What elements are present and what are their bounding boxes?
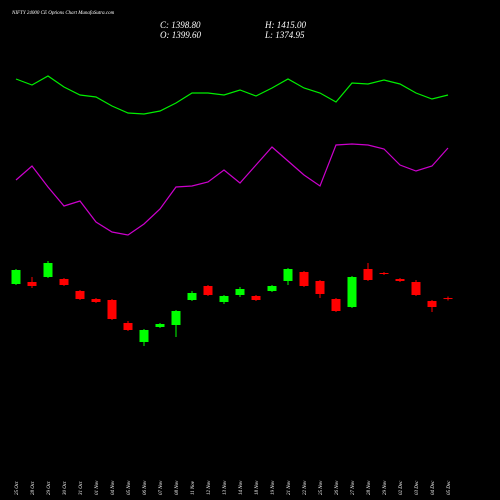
- candle-body: [219, 296, 229, 302]
- indicator-line: [15, 75, 449, 115]
- x-tick-label: 08 Nov: [175, 480, 180, 495]
- x-tick-label: 02 Dec: [399, 480, 404, 495]
- x-tick-label: 25 Nov: [319, 480, 324, 495]
- indicator-line: [15, 143, 449, 236]
- x-tick-label: 22 Nov: [303, 480, 308, 495]
- x-tick-label: 01 Nov: [95, 480, 100, 495]
- x-tick-label: 29 Nov: [383, 480, 388, 495]
- candle-body: [395, 279, 405, 281]
- x-tick-label: 05 Dec: [447, 480, 452, 495]
- candle-body: [427, 301, 437, 307]
- candle-body: [43, 263, 53, 277]
- x-tick-label: 03 Dec: [415, 480, 420, 495]
- candle-body: [267, 286, 277, 291]
- x-tick-label: 31 Oct: [79, 481, 84, 495]
- candle-body: [59, 279, 69, 285]
- x-tick-label: 18 Nov: [255, 480, 260, 495]
- x-tick-label: 28 Oct: [31, 481, 36, 495]
- x-tick-label: 26 Nov: [335, 480, 340, 495]
- candle-body: [155, 324, 165, 327]
- candle-body: [27, 282, 37, 286]
- x-tick-label: 04 Nov: [111, 480, 116, 495]
- chart-title: NIFTY 24000 CE Options Chart MunafaSutra…: [11, 11, 115, 16]
- candle-body: [443, 298, 453, 300]
- candle-body: [203, 286, 213, 295]
- candle-body: [171, 311, 181, 325]
- high-info: H: 1415.00: [264, 20, 306, 30]
- x-tick-label: 28 Nov: [367, 480, 372, 495]
- candle-body: [91, 299, 101, 302]
- candle-body: [315, 281, 325, 294]
- x-tick-label: 11 Nov: [191, 480, 196, 495]
- x-tick-label: 04 Dec: [431, 480, 436, 495]
- x-tick-label: 07 Nov: [159, 480, 164, 495]
- candle-body: [379, 273, 389, 274]
- x-tick-label: 27 Nov: [351, 480, 356, 495]
- x-tick-label: 21 Nov: [287, 480, 292, 495]
- candle-body: [347, 277, 357, 307]
- open-info: O: 1399.60: [160, 30, 201, 40]
- candle-body: [251, 296, 261, 300]
- low-info: L: 1374.95: [264, 30, 305, 40]
- x-tick-label: 12 Nov: [207, 480, 212, 495]
- x-tick-label: 06 Nov: [143, 480, 148, 495]
- candle-body: [235, 289, 245, 295]
- x-tick-label: 30 Oct: [63, 481, 68, 495]
- candle-body: [331, 299, 341, 311]
- candle-body: [411, 282, 421, 295]
- x-tick-label: 14 Nov: [239, 480, 244, 495]
- candle-body: [363, 269, 373, 280]
- candle-body: [283, 269, 293, 281]
- x-tick-label: 25 Oct: [15, 481, 20, 495]
- x-tick-label: 13 Nov: [223, 480, 228, 495]
- candle-body: [187, 293, 197, 300]
- candle-body: [75, 291, 85, 299]
- candle-body: [139, 330, 149, 342]
- candle-body: [299, 272, 309, 286]
- x-tick-label: 19 Nov: [271, 480, 276, 495]
- candle-body: [123, 323, 133, 330]
- x-tick-label: 29 Oct: [47, 481, 52, 495]
- candle-body: [11, 270, 21, 284]
- candle-body: [107, 300, 117, 319]
- close-info: C: 1398.80: [160, 20, 201, 30]
- x-tick-label: 05 Nov: [127, 480, 132, 495]
